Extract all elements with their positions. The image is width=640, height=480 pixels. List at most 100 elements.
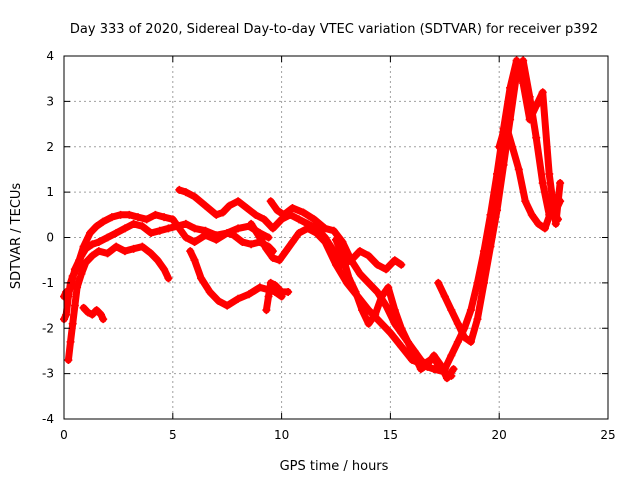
data-point-marker	[364, 251, 373, 260]
data-point-marker	[525, 115, 534, 124]
data-point-marker	[168, 215, 177, 224]
series-trace	[64, 243, 172, 364]
data-point-marker	[447, 351, 456, 360]
series-trace	[434, 57, 564, 346]
data-point-marker	[83, 308, 92, 317]
x-tick-label: 5	[169, 428, 177, 442]
data-point-marker	[310, 215, 319, 224]
data-point-marker	[125, 210, 134, 219]
data-point-marker	[129, 219, 138, 228]
data-point-marker	[514, 165, 523, 174]
x-tick-label: 20	[492, 428, 507, 442]
series-arc-4	[79, 303, 108, 324]
y-tick-label: 0	[46, 231, 54, 245]
data-point-marker	[273, 206, 282, 215]
series-arc-6	[266, 197, 456, 380]
data-point-marker	[212, 210, 221, 219]
y-tick-label: -3	[42, 367, 54, 381]
data-point-marker	[299, 208, 308, 217]
data-point-marker	[375, 317, 384, 326]
data-point-marker	[205, 287, 214, 296]
x-tick-label: 25	[600, 428, 615, 442]
data-point-marker	[77, 269, 86, 278]
data-point-marker	[212, 231, 221, 240]
axis-ticks: 0 5 10 15 20 25 -4 -3 -2 -1 0 1 2 3 4	[42, 49, 616, 442]
data-point-marker	[86, 228, 95, 237]
data-point-marker	[247, 219, 256, 228]
series-trace	[495, 120, 562, 232]
data-point-marker	[64, 292, 73, 301]
x-tick-label: 10	[274, 428, 289, 442]
data-point-marker	[371, 310, 380, 319]
data-point-marker	[234, 224, 243, 233]
data-point-marker	[410, 351, 419, 360]
data-point-marker	[382, 265, 391, 274]
data-point-marker	[190, 238, 199, 247]
data-point-marker	[266, 197, 275, 206]
data-point-marker	[218, 208, 227, 217]
data-point-marker	[540, 224, 549, 233]
data-point-marker	[429, 351, 438, 360]
data-point-marker	[133, 213, 142, 222]
data-point-marker	[238, 238, 247, 247]
data-point-marker	[279, 210, 288, 219]
data-point-marker	[358, 306, 367, 315]
data-point-marker	[244, 290, 253, 299]
data-point-marker	[390, 256, 399, 265]
data-point-marker	[120, 247, 129, 256]
data-point-marker	[479, 247, 488, 256]
data-point-marker	[142, 215, 151, 224]
data-point-marker	[255, 233, 264, 242]
y-tick-label: 3	[46, 94, 54, 108]
data-point-marker	[223, 301, 232, 310]
data-point-marker	[66, 337, 75, 346]
data-point-marker	[201, 226, 210, 235]
data-point-marker	[397, 324, 406, 333]
data-point-marker	[68, 319, 77, 328]
data-point-marker	[440, 292, 449, 301]
data-point-marker	[386, 328, 395, 337]
data-point-marker	[271, 281, 280, 290]
data-point-marker	[355, 269, 364, 278]
data-point-marker	[355, 247, 364, 256]
data-point-marker	[262, 244, 271, 253]
data-point-marker	[260, 215, 269, 224]
series-trace	[441, 57, 564, 373]
data-point-marker	[96, 310, 105, 319]
data-point-marker	[64, 356, 73, 365]
series-arc-13	[495, 120, 562, 233]
y-tick-label: -2	[42, 321, 54, 335]
data-point-marker	[107, 213, 116, 222]
data-point-marker	[466, 337, 475, 346]
y-tick-label: 4	[46, 49, 54, 63]
data-point-marker	[79, 303, 88, 312]
data-point-marker	[88, 240, 97, 249]
data-point-marker	[547, 206, 556, 215]
data-point-marker	[473, 315, 482, 324]
data-point-marker	[151, 210, 160, 219]
data-point-marker	[364, 319, 373, 328]
data-point-marker	[532, 101, 541, 110]
data-point-marker	[160, 265, 169, 274]
data-point-marker	[264, 292, 273, 301]
data-point-marker	[332, 260, 340, 269]
data-point-marker	[423, 360, 432, 369]
data-point-marker	[538, 179, 547, 188]
data-point-marker	[527, 210, 536, 219]
data-point-marker	[268, 253, 277, 262]
data-point-marker	[116, 210, 125, 219]
data-point-marker	[77, 251, 86, 260]
data-point-marker	[73, 283, 82, 292]
data-point-marker	[473, 278, 482, 287]
data-point-marker	[94, 238, 103, 247]
data-point-marker	[281, 247, 290, 256]
data-point-marker	[521, 197, 530, 206]
data-point-marker	[201, 201, 210, 210]
data-point-marker	[268, 224, 277, 233]
data-point-marker	[181, 233, 190, 242]
data-point-marker	[147, 249, 156, 258]
series-arc-8	[247, 219, 445, 374]
data-point-marker	[255, 283, 264, 292]
data-point-marker	[88, 310, 97, 319]
